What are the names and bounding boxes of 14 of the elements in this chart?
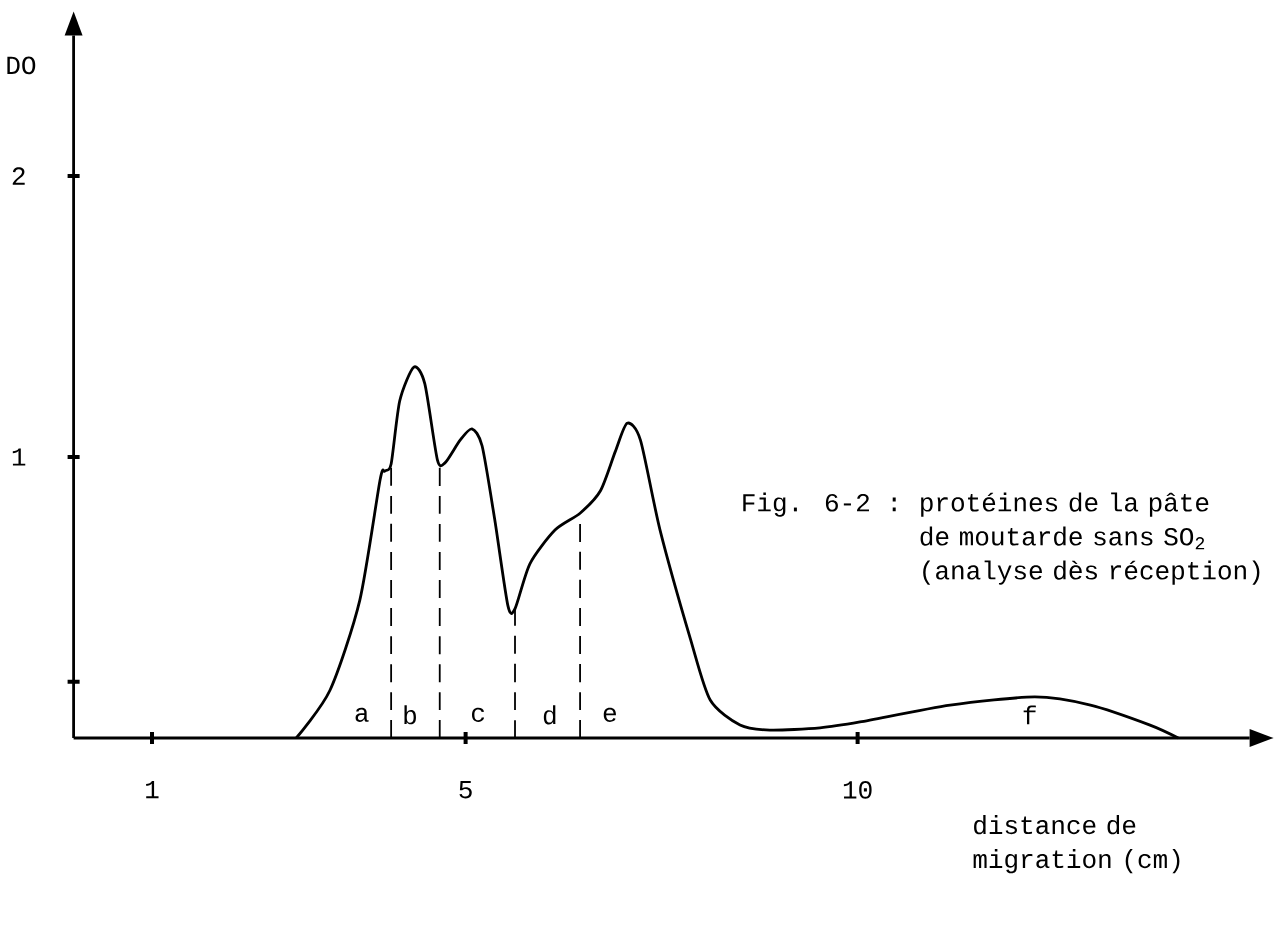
annotation: d xyxy=(543,705,556,725)
annotation: a xyxy=(355,707,369,722)
x-axis-title: distance de migration (cm) xyxy=(973,815,1180,874)
y-tick-label: 2 xyxy=(12,167,25,185)
x-tick-label: 10 xyxy=(843,781,872,799)
annotation: f xyxy=(1023,705,1036,725)
text: Fig. 6-2 : xyxy=(743,492,896,517)
annotation: e xyxy=(603,707,616,722)
x-tick-label: 1 xyxy=(146,781,159,799)
y-axis-title: DO xyxy=(7,56,36,75)
x-tick-label: 5 xyxy=(459,781,472,799)
annotation: c xyxy=(472,707,485,722)
annotation: b xyxy=(404,705,416,725)
text: protéines de la pâte de moutarde sans SO$_{2}$ (analyse dès réception) xyxy=(920,492,1260,585)
